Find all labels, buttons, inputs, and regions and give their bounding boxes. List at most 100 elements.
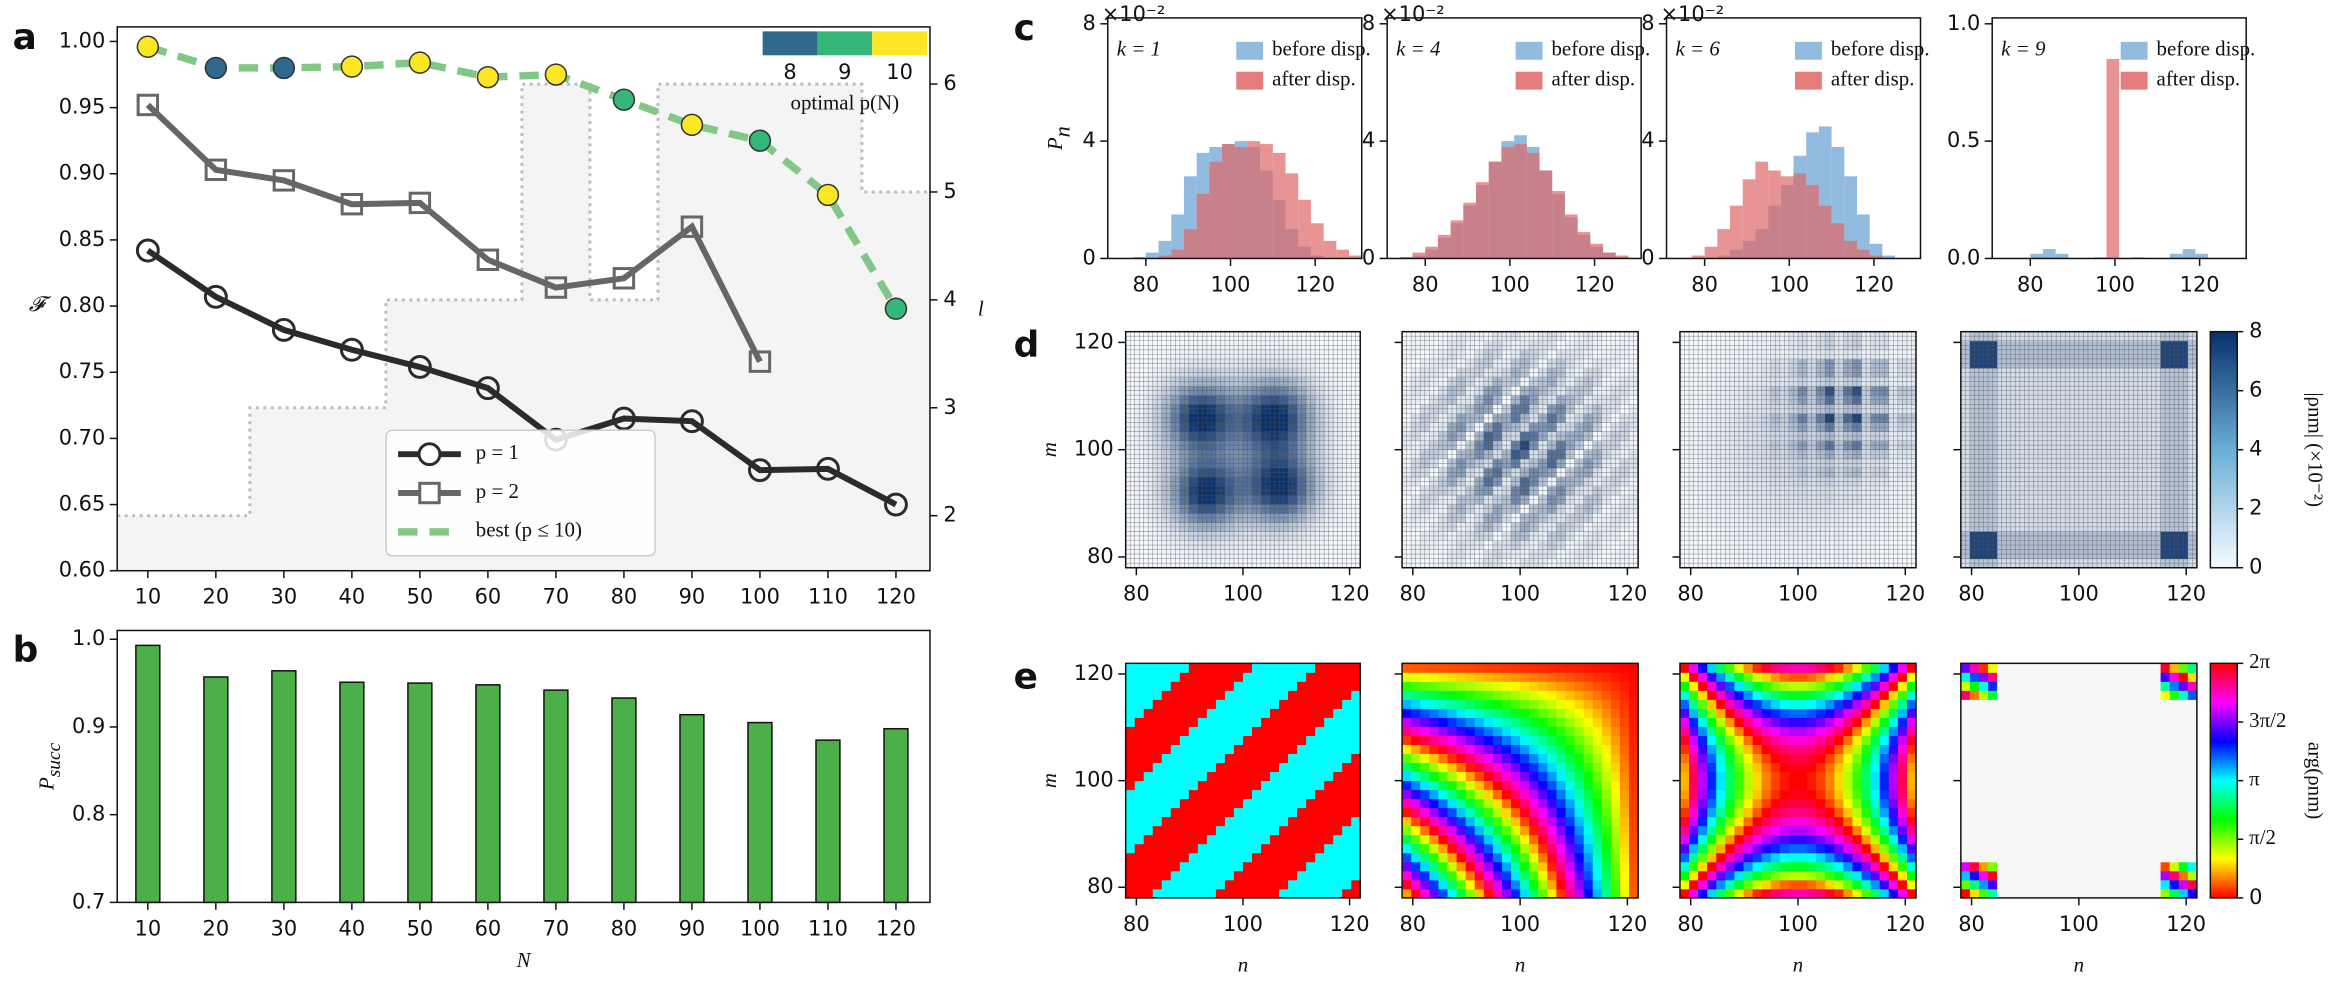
heatmap-cell	[1351, 807, 1361, 818]
heatmap-cell	[1574, 780, 1585, 791]
heatmap-cell	[1538, 879, 1548, 890]
heatmap-cell	[1456, 699, 1467, 709]
heatmap-cell	[1233, 780, 1244, 791]
heatmap-cell	[1429, 762, 1439, 773]
heatmap-cell	[1601, 807, 1612, 818]
heatmap-cell	[1170, 861, 1181, 872]
hist-bar	[1247, 141, 1261, 259]
heatmap-cell	[1143, 717, 1154, 727]
heatmap-cell	[1342, 708, 1352, 718]
heatmap-cell	[1565, 870, 1576, 881]
heatmap-cell	[1306, 852, 1316, 863]
heatmap-cell	[1233, 681, 1244, 691]
heatmap-cell	[1411, 789, 1421, 800]
colorbar-tick-label: 10	[886, 60, 913, 84]
heatmap-cell	[1134, 843, 1145, 854]
heatmap-cell	[1279, 843, 1289, 854]
heatmap-cell	[1188, 681, 1199, 691]
heatmap-cell	[1206, 825, 1217, 836]
heatmap-cell	[1188, 843, 1199, 854]
heatmap-cell	[1197, 825, 1208, 836]
heatmap	[1401, 331, 1639, 569]
heatmap-cell	[1152, 789, 1163, 800]
heatmap-cell	[1224, 753, 1235, 764]
heatmap-cell	[1242, 699, 1253, 709]
heatmap-cell	[1511, 744, 1521, 755]
heatmap-cell	[1629, 852, 1639, 863]
heatmap-cell	[1574, 708, 1585, 718]
heatmap-cell	[1592, 789, 1603, 800]
heatmap-cell	[1583, 879, 1594, 890]
heatmap-cell	[1447, 663, 1458, 673]
heatmap-cell	[1152, 744, 1163, 755]
offset-label: ×10⁻²	[1661, 2, 1725, 26]
heatmap-cell	[1529, 663, 1539, 673]
heatmap-cell	[1465, 717, 1476, 727]
heatmap-cell	[1520, 681, 1530, 691]
heatmap-cell	[1529, 672, 1539, 682]
heatmap-cell	[1601, 663, 1612, 673]
heatmap-cell	[1342, 762, 1352, 773]
heatmap-cell	[1465, 699, 1476, 709]
heatmap-cell	[1125, 798, 1136, 809]
heatmap-cell	[1474, 870, 1485, 881]
heatmap-cell	[1619, 843, 1630, 854]
heatmap-cell	[1134, 771, 1145, 782]
heatmap-cell	[1492, 888, 1503, 899]
heatmap-cell	[1501, 834, 1512, 845]
heatmap-cell	[1679, 753, 1690, 764]
heatmap-cell	[1279, 699, 1289, 709]
x-tick-label: 80	[1691, 272, 1718, 296]
heatmap-cell	[1215, 717, 1226, 727]
heatmap-cell	[1420, 888, 1430, 899]
y-axis-label: m	[1037, 773, 1061, 788]
heatmap-cell	[1179, 726, 1190, 736]
heatmap-cell	[1511, 798, 1521, 809]
heatmap-cell	[1511, 735, 1521, 745]
heatmap-cell	[1547, 663, 1557, 673]
heatmap-cell	[1474, 717, 1485, 727]
heatmap-cell	[1465, 879, 1476, 890]
heatmap-cell	[1610, 879, 1621, 890]
heatmap-cell	[1279, 753, 1289, 764]
heatmap-cell	[1511, 816, 1521, 827]
heatmap-cell	[1529, 744, 1539, 755]
heatmap-cell	[1170, 798, 1181, 809]
heatmap-cell	[1592, 699, 1603, 709]
heatmap-cell	[1538, 690, 1548, 700]
heatmap-cell	[1411, 672, 1421, 682]
heatmap-cell	[1297, 789, 1307, 800]
heatmap-cell	[1188, 735, 1199, 745]
y-tick-label: 4	[1362, 128, 1375, 152]
x-tick-label: 100	[1223, 912, 1263, 936]
y-tick-label: 4	[1082, 128, 1095, 152]
heatmap-cell	[1342, 690, 1352, 700]
marker	[203, 284, 228, 309]
heatmap-cell	[1483, 825, 1494, 836]
heatmap-cell	[1288, 681, 1298, 691]
heatmap-cell	[1679, 807, 1690, 818]
heatmap-cell	[1143, 780, 1154, 791]
heatmap-cell	[1297, 816, 1307, 827]
heatmap-cell	[1306, 753, 1316, 764]
heatmap-cell	[1465, 888, 1476, 899]
colorbar-segment	[872, 31, 927, 56]
heatmap-cell	[1610, 834, 1621, 845]
x-tick-label: 100	[2095, 272, 2135, 296]
bar	[203, 676, 229, 904]
heatmap-cell	[1224, 834, 1235, 845]
heatmap-cell	[1547, 762, 1557, 773]
hist-bar	[1869, 243, 1883, 259]
heatmap-cell	[1679, 825, 1690, 836]
heatmap-cell	[1574, 699, 1585, 709]
heatmap-cell	[1233, 879, 1244, 890]
x-tick-label: 120	[1330, 582, 1370, 606]
heatmap-cell	[1233, 888, 1244, 899]
heatmap-cell	[1520, 771, 1530, 782]
heatmap-cell	[1511, 663, 1521, 673]
heatmap-cell	[1215, 762, 1226, 773]
heatmap-cell	[1342, 843, 1352, 854]
heatmap-cell	[1529, 780, 1539, 791]
heatmap-cell	[1333, 879, 1343, 890]
heatmap-cell	[1324, 816, 1334, 827]
